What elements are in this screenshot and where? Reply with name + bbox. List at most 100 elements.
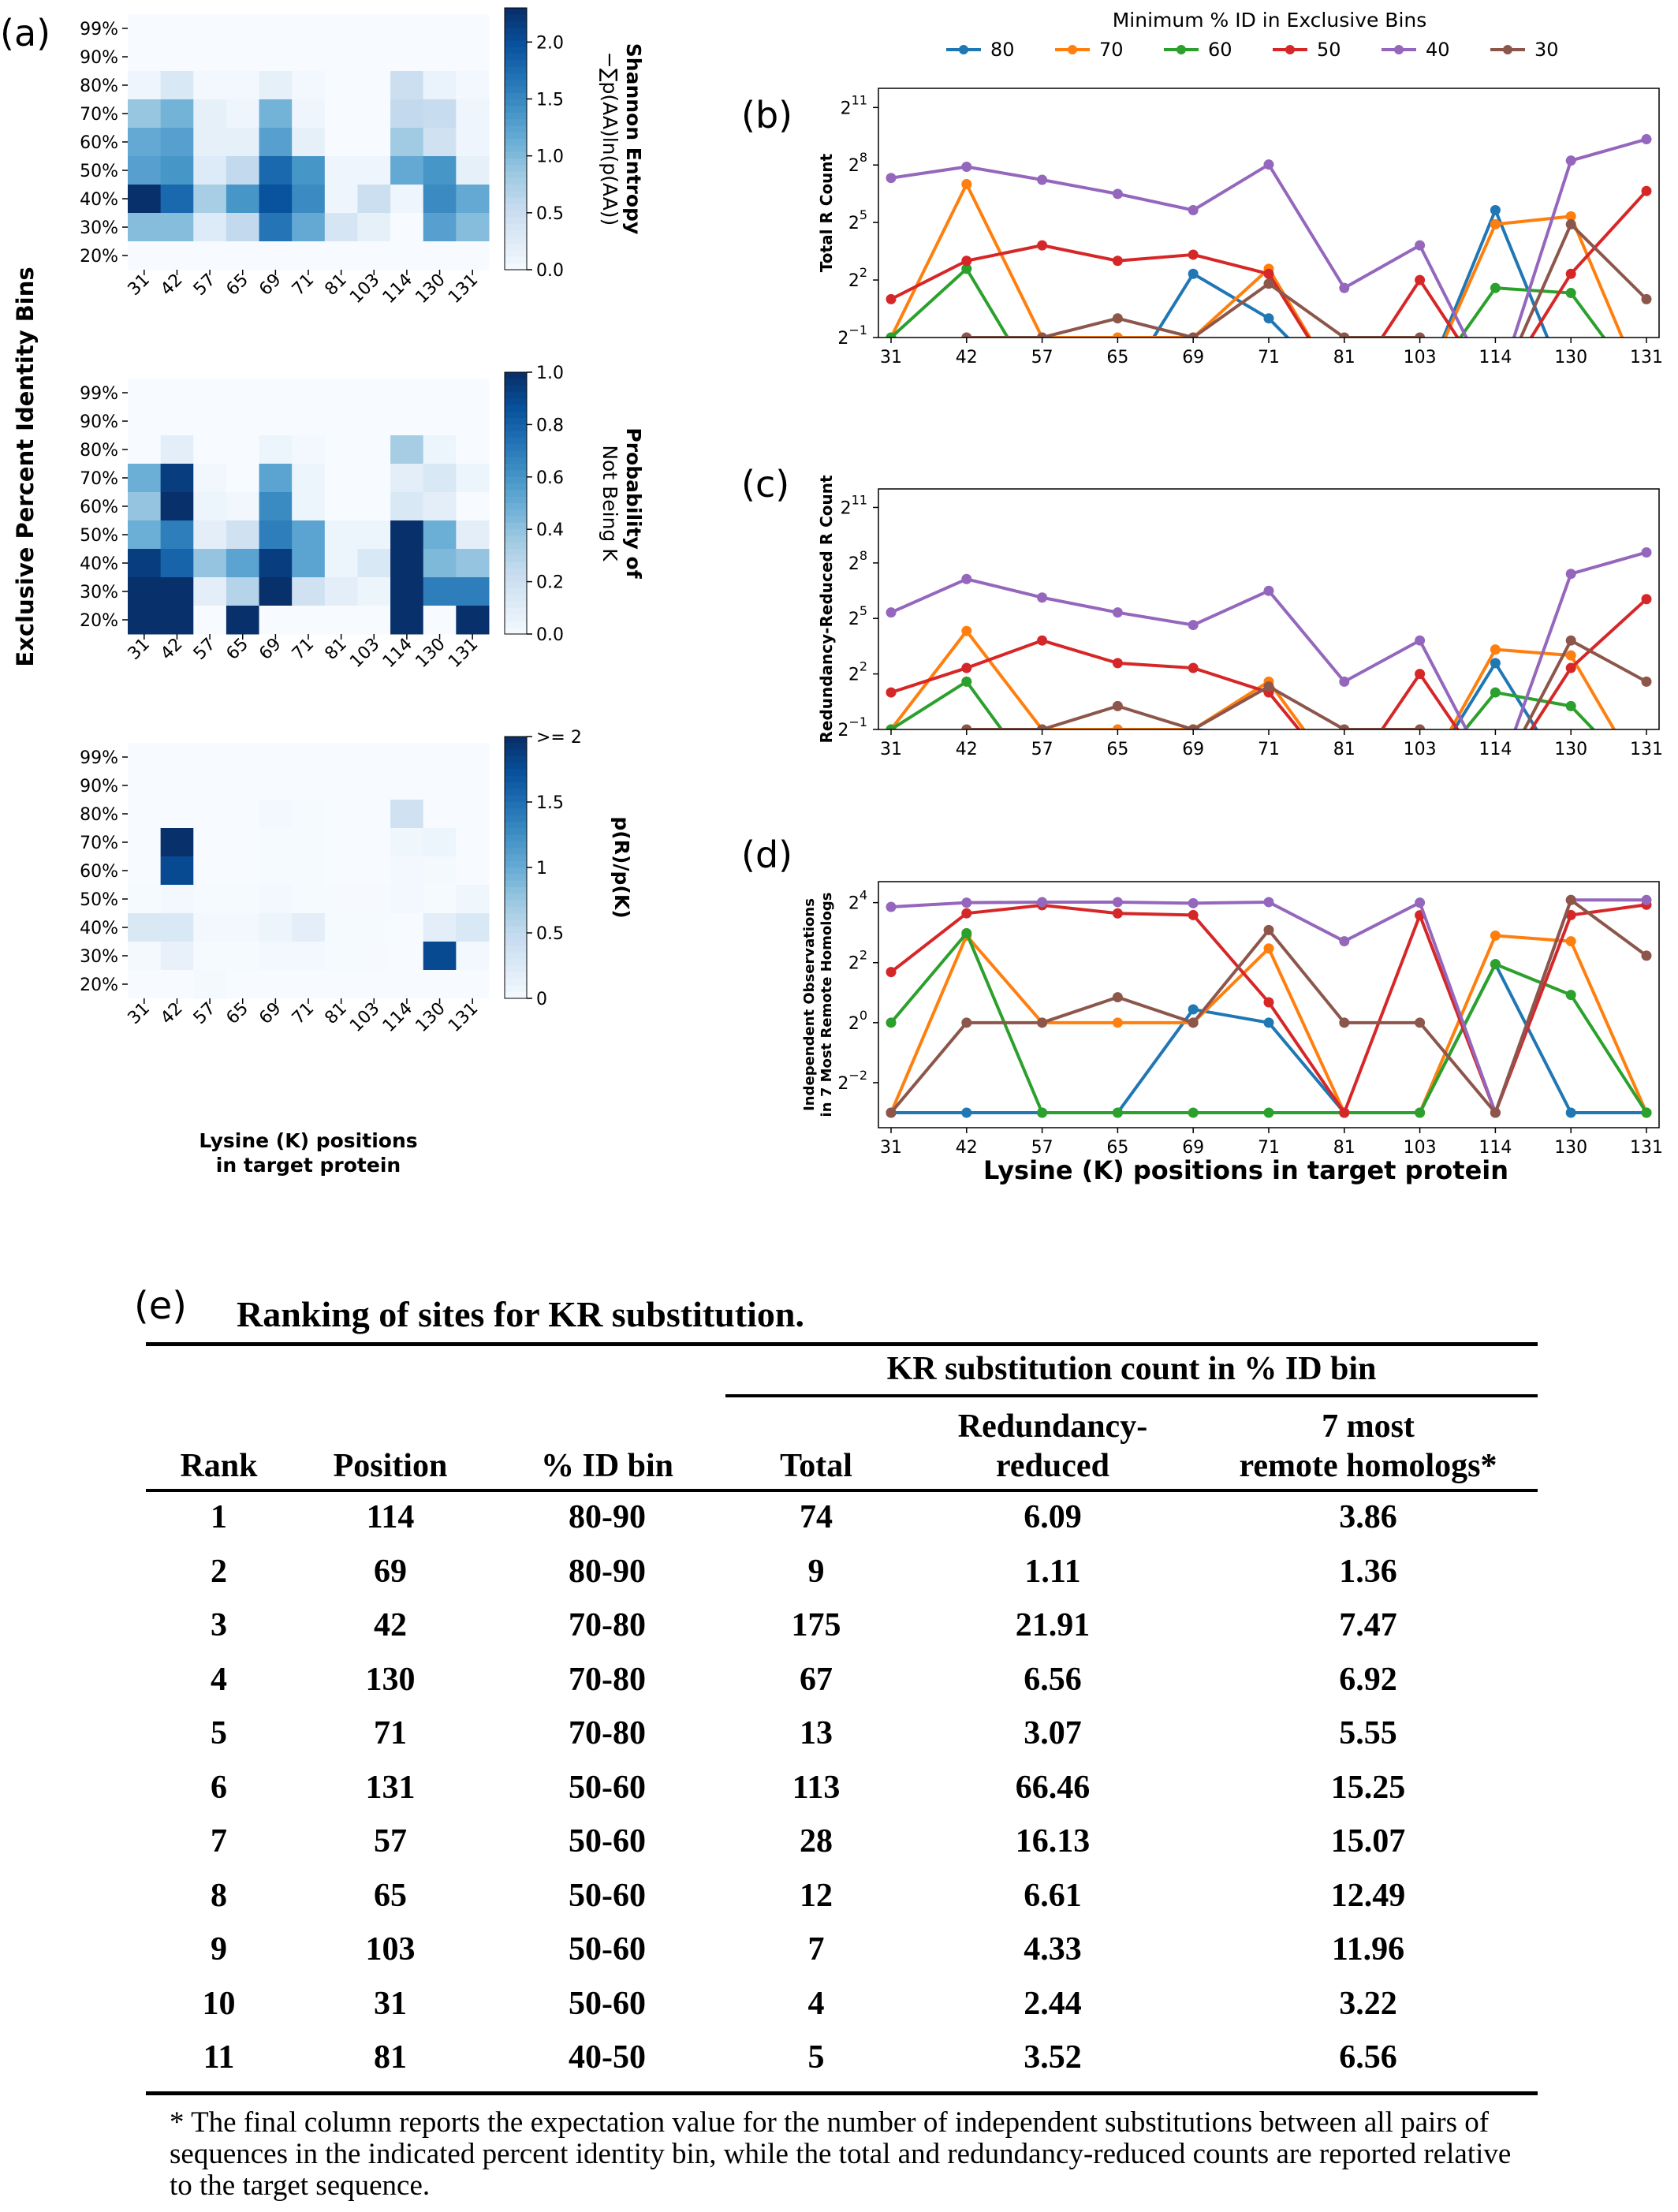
series-segment: [1193, 728, 1214, 729]
column-header: 7 most: [1322, 1408, 1415, 1445]
heatmap-cell: [324, 606, 358, 635]
colorbar-segment: [505, 607, 527, 615]
x-tick-label: 130: [412, 270, 449, 308]
heatmap-cell: [193, 128, 227, 157]
heatmap-cell: [259, 606, 293, 635]
heatmap-cell: [259, 14, 293, 43]
table-cell: 40-50: [569, 2039, 646, 2076]
colorbar-segment: [505, 391, 527, 399]
data-point: [886, 724, 897, 729]
heatmap-cell: [193, 856, 227, 886]
heatmap-cell: [259, 549, 293, 578]
y-tick-exponent: 4: [860, 888, 867, 903]
colorbar-tick-label: 1.0: [536, 364, 564, 383]
heatmap-cell: [226, 970, 260, 999]
table-cell: 8: [211, 1877, 227, 1914]
heatmap-cell: [390, 435, 424, 464]
heatmap-cell: [259, 577, 293, 606]
plot-area: [886, 134, 1652, 338]
data-point: [1188, 724, 1199, 729]
heatmap-cell: [423, 856, 457, 886]
colorbar-segment: [505, 237, 527, 244]
heatmap-cell: [259, 828, 293, 857]
heatmap-cell: [193, 606, 227, 635]
heatmap-cell: [292, 407, 326, 436]
series-segment: [1418, 244, 1468, 338]
heatmap-cell: [324, 970, 358, 999]
table-cell: 3.22: [1339, 1985, 1397, 2022]
heatmap-cell: [259, 185, 293, 214]
data-point: [1641, 676, 1652, 687]
y-tick-label: 2−1: [837, 323, 867, 349]
heatmap-cell: [193, 828, 227, 857]
data-point: [961, 1107, 972, 1118]
heatmap-cell: [193, 577, 227, 606]
heatmap-cell: [456, 492, 490, 521]
heatmap-cell: [357, 828, 391, 857]
colorbar-segment: [505, 972, 527, 979]
colorbar-segment: [505, 54, 527, 61]
data-point: [1188, 1004, 1199, 1015]
colorbar-segment: [505, 926, 527, 934]
colorbar-tick-label: 0.8: [536, 416, 564, 435]
heatmap-cell: [292, 771, 326, 800]
series-segment: [890, 165, 968, 180]
colorbar-segment: [505, 125, 527, 133]
colorbar-segment: [505, 569, 527, 576]
colorbar-tick-label: 0.0: [536, 261, 564, 281]
heatmap-cell: [423, 99, 457, 129]
colorbar-segment: [505, 782, 527, 789]
table-cell: 4: [807, 1985, 825, 2022]
y-tick-label: 28: [848, 150, 867, 176]
colorbar-segment: [505, 171, 527, 179]
series-segment: [889, 932, 968, 1024]
y-tick-label: 80%: [80, 76, 118, 96]
data-point: [886, 607, 897, 618]
series-segment: [1418, 278, 1460, 338]
colorbar-segment: [505, 601, 527, 609]
colorbar-tick-label: 2.0: [536, 33, 564, 53]
heatmap-cell: [128, 743, 162, 772]
shared-y-label: Exclusive Percent Identity Bins: [12, 267, 39, 666]
series-segment: [1522, 640, 1572, 729]
heatmap-cell: [390, 913, 424, 942]
heatmap-cell: [226, 800, 260, 829]
heatmap-cell: [160, 885, 194, 914]
series-segment: [1529, 666, 1572, 729]
heatmap-cell: [456, 771, 490, 800]
heatmap-cell: [324, 549, 358, 578]
heatmap-cell: [160, 913, 194, 942]
heatmap-cell: [456, 241, 490, 270]
heatmaps: 99%90%80%70%60%50%40%30%20%31 42 57 65 69 71 8…: [80, 7, 645, 1036]
series-segment: [1267, 163, 1346, 289]
x-tick-label: 31: [880, 740, 902, 759]
data-point: [1490, 205, 1501, 216]
data-point: [1339, 724, 1350, 729]
y-tick-label: 60%: [80, 862, 118, 882]
heatmap-cell: [160, 71, 194, 100]
x-tick-label: 130: [1554, 348, 1587, 367]
colorbar-segment: [505, 509, 527, 517]
panel-label-c: (c): [741, 463, 789, 505]
colorbar-segment: [505, 34, 527, 42]
heatmap-cell: [390, 856, 424, 886]
y-tick-label: 22: [848, 265, 867, 291]
y-tick-exponent: 5: [860, 603, 867, 618]
data-point: [1112, 908, 1123, 919]
group-header: KR substitution count in % ID bin: [886, 1351, 1377, 1387]
data-point: [1641, 185, 1652, 196]
table-cell: 21.91: [1015, 1607, 1091, 1643]
heatmap-cell: [390, 771, 424, 800]
heatmap-cell: [357, 128, 391, 157]
y-tick-exponent: 2: [860, 948, 867, 963]
data-point: [1263, 897, 1274, 908]
heatmap-cell: [456, 43, 490, 72]
series-segment: [1418, 934, 1497, 1113]
table-cell: 15.07: [1330, 1823, 1406, 1859]
series-segment: [1343, 244, 1421, 289]
heatmap-cell: [259, 970, 293, 999]
series-80: [886, 959, 1652, 1118]
series-segment: [1512, 160, 1573, 338]
series-segment: [1042, 595, 1118, 614]
series-segment: [1268, 901, 1345, 943]
